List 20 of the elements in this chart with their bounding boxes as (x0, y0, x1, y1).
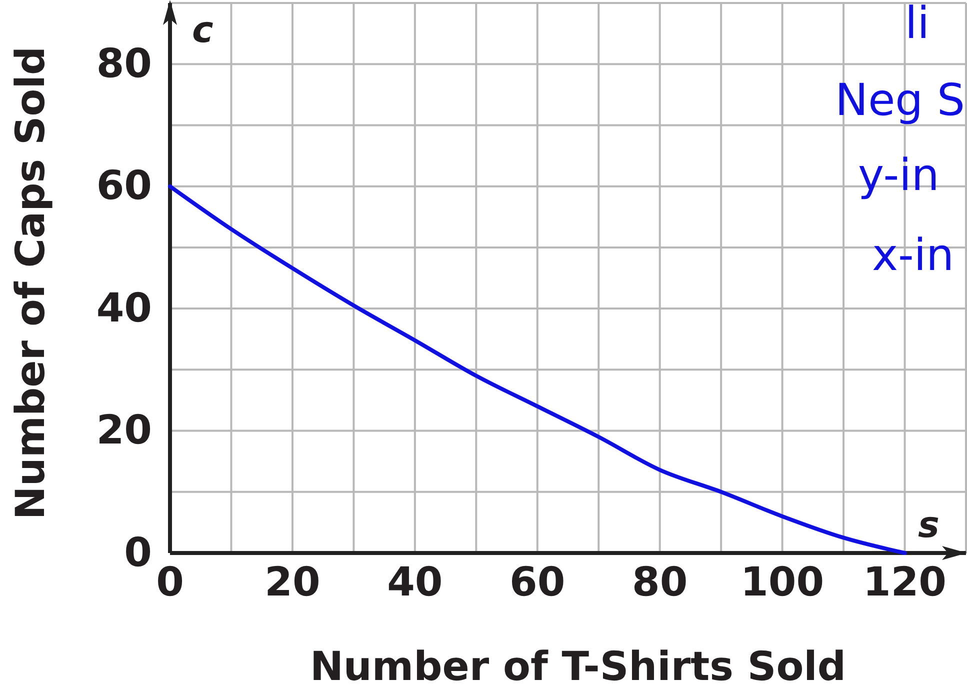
y-axis-title: Number of Caps Sold (8, 46, 54, 520)
annotation: y-in (858, 150, 940, 201)
annotation: Neg S (835, 75, 965, 126)
annotation: x-in (872, 230, 954, 281)
x-tick-label: 120 (863, 559, 947, 606)
x-axis-title: Number of T-Shirts Sold (310, 644, 846, 690)
x-tick-label: 100 (740, 559, 824, 606)
annotation: c (192, 10, 214, 51)
y-tick-label: 20 (96, 408, 152, 454)
x-tick-label: 80 (632, 559, 688, 606)
y-tick-label: 0 (124, 530, 152, 576)
y-tick-label: 60 (96, 163, 152, 210)
y-tick-label: 40 (96, 285, 152, 332)
annotation: s (918, 505, 940, 546)
annotation: li (905, 0, 930, 49)
x-tick-label: 60 (510, 559, 566, 606)
x-tick-label: 40 (387, 559, 443, 606)
y-tick-label: 80 (96, 40, 152, 87)
x-tick-label: 20 (264, 559, 320, 606)
x-tick-label: 0 (156, 559, 184, 606)
